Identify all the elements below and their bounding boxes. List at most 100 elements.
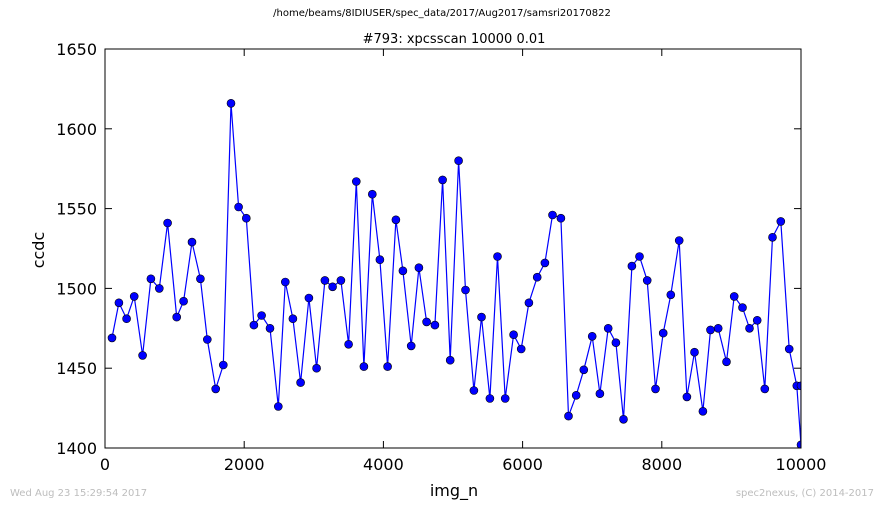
data-point xyxy=(752,315,762,325)
data-point xyxy=(406,341,416,351)
data-point xyxy=(674,236,684,245)
data-point xyxy=(500,394,510,403)
data-point xyxy=(796,381,801,391)
data-point xyxy=(690,347,699,357)
data-point xyxy=(234,202,243,212)
data-point xyxy=(242,213,251,223)
data-point xyxy=(438,175,447,185)
data-point xyxy=(738,303,747,312)
data-point xyxy=(722,357,731,367)
data-point xyxy=(493,252,502,261)
data-point xyxy=(509,330,518,340)
data-point xyxy=(422,317,431,327)
x-tick-label: 2000 xyxy=(224,455,265,474)
data-point xyxy=(163,218,172,228)
data-point xyxy=(219,360,228,370)
data-point xyxy=(713,323,723,333)
y-tick-label: 1550 xyxy=(56,200,97,219)
data-point xyxy=(328,282,337,292)
axes-frame xyxy=(104,48,802,449)
data-point xyxy=(760,384,770,394)
data-point xyxy=(706,325,715,335)
data-point xyxy=(784,344,794,354)
data-point xyxy=(642,276,652,285)
data-point xyxy=(196,274,205,284)
data-point xyxy=(564,411,573,421)
data-point xyxy=(179,296,188,306)
data-point xyxy=(129,292,139,301)
chart-title: #793: xpcsscan 10000 0.01 xyxy=(363,32,546,47)
data-point xyxy=(651,384,660,394)
data-point xyxy=(729,292,739,301)
data-point xyxy=(796,440,801,448)
data-point xyxy=(579,365,589,375)
data-point xyxy=(114,298,124,308)
data-point xyxy=(627,261,637,271)
data-point xyxy=(548,210,557,220)
y-tick-label: 1400 xyxy=(56,439,97,458)
data-point xyxy=(383,362,392,371)
plot-area xyxy=(107,99,801,448)
data-point xyxy=(682,392,692,402)
data-point xyxy=(516,344,526,354)
data-point xyxy=(532,272,542,282)
data-point xyxy=(265,323,275,333)
data-point xyxy=(172,312,181,322)
data-point xyxy=(122,314,131,324)
data-point xyxy=(280,277,290,287)
y-tick-label: 1600 xyxy=(56,120,97,139)
data-point xyxy=(454,156,463,165)
data-point xyxy=(367,189,377,199)
data-point xyxy=(359,362,369,371)
data-point xyxy=(445,355,455,365)
data-point xyxy=(398,266,408,276)
timestamp: Wed Aug 23 15:29:54 2017 xyxy=(10,488,148,499)
data-point xyxy=(304,293,314,303)
data-point xyxy=(312,363,321,373)
data-point xyxy=(288,314,298,324)
data-point xyxy=(344,339,353,349)
data-point xyxy=(461,285,470,295)
data-point xyxy=(540,258,550,268)
y-tick-label: 1500 xyxy=(56,279,97,298)
data-point xyxy=(477,312,486,322)
data-point xyxy=(524,298,534,308)
y-axis-label: ccdc xyxy=(29,232,48,269)
data-point xyxy=(485,394,495,403)
x-axis-label: img_n xyxy=(430,481,478,501)
data-point xyxy=(698,406,708,416)
data-point xyxy=(556,213,566,223)
data-point xyxy=(273,402,283,411)
data-point xyxy=(138,351,147,360)
y-tick-label: 1450 xyxy=(56,359,97,378)
credit: spec2nexus, (C) 2014-2017 xyxy=(735,488,874,499)
data-point xyxy=(469,386,479,395)
data-point xyxy=(571,390,581,400)
data-point xyxy=(351,177,361,186)
data-point xyxy=(391,215,401,225)
data-point xyxy=(249,320,259,330)
data-point xyxy=(187,237,197,247)
data-point xyxy=(611,338,621,348)
data-point xyxy=(203,335,212,344)
data-point xyxy=(375,255,385,265)
data-point xyxy=(595,389,605,399)
data-point xyxy=(658,328,668,338)
data-point xyxy=(226,99,236,108)
x-tick-label: 8000 xyxy=(641,455,682,474)
data-point xyxy=(320,276,330,285)
axes: 0 2000 4000 6000 8000 10000 1400 1450 1500 1550 16… xyxy=(56,40,826,474)
data-point xyxy=(768,233,777,242)
figure-suptitle: /home/beams/8IDIUSER/spec_data/2017/Aug2… xyxy=(273,8,611,19)
data-point xyxy=(296,378,305,387)
data-point xyxy=(619,414,628,424)
data-point xyxy=(635,252,644,261)
x-tick-label: 10000 xyxy=(776,455,827,474)
data-point xyxy=(155,284,164,293)
x-tick-label: 6000 xyxy=(502,455,543,474)
data-point xyxy=(603,323,613,333)
data-point xyxy=(776,217,786,226)
x-tick-label: 0 xyxy=(100,455,110,474)
data-point xyxy=(666,290,676,300)
y-tick-label: 1650 xyxy=(56,40,97,59)
